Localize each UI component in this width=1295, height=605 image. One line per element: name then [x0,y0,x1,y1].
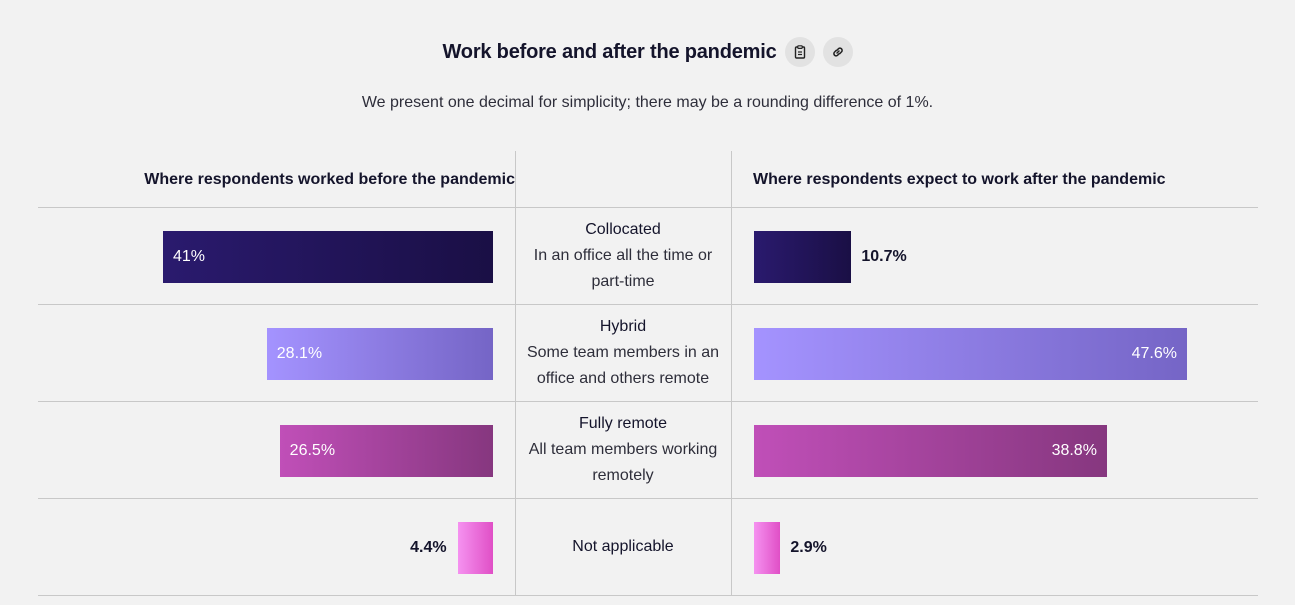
left-column-header: Where respondents worked before the pand… [144,171,515,188]
chart-subtitle: We present one decimal for simplicity; t… [361,94,934,111]
category-description: All team members working remotely [528,440,718,484]
category-description: In an office all the time or part-time [533,246,713,290]
row-divider [38,401,1258,402]
row-divider [38,498,1258,499]
row-divider [38,304,1258,305]
bar-before-3 [457,521,493,574]
bar-after-2: 38.8% [754,424,1107,477]
category-label: Not applicable [516,534,730,560]
share-link-button[interactable] [822,37,853,67]
bar-after-3 [754,521,781,574]
data-label: 26.5% [289,441,336,459]
category-name: Fully remote [578,414,668,432]
comparison-chart: Where respondents worked before the pand… [38,151,1258,596]
chart-title: Work before and after the pandemic [442,40,777,63]
data-label: 10.7% [861,247,907,265]
category-name: Not applicable [572,537,674,555]
category-label: Fully remote All team members working rem… [516,411,730,489]
data-label: 2.9% [790,538,827,556]
category-description: Some team members in an office and other… [526,343,720,387]
row-divider [38,207,1258,208]
category-name: Collocated [585,220,661,238]
copy-button[interactable] [784,37,815,67]
data-label: 41% [172,247,205,265]
category-name: Hybrid [599,317,647,335]
data-label: 47.6% [1131,344,1177,362]
bar-before-1: 28.1% [266,327,493,380]
bar-before-0: 41% [162,230,493,283]
column-divider [731,151,732,596]
right-column-header: Where respondents expect to work after t… [753,171,1166,188]
clipboard-icon [794,45,805,59]
title-row: Work before and after the pandemic [0,37,1295,67]
data-label: 4.4% [410,538,447,556]
data-label: 38.8% [1051,441,1097,459]
category-label: Hybrid Some team members in an office and… [516,314,730,392]
bar-after-0 [754,230,852,283]
link-icon [832,47,843,57]
category-label: Collocated In an office all the time or p… [516,217,730,295]
bar-after-1: 47.6% [754,327,1187,380]
bar-before-2: 26.5% [279,424,493,477]
data-label: 28.1% [276,344,323,362]
column-divider [515,151,516,596]
row-divider [38,595,1258,596]
